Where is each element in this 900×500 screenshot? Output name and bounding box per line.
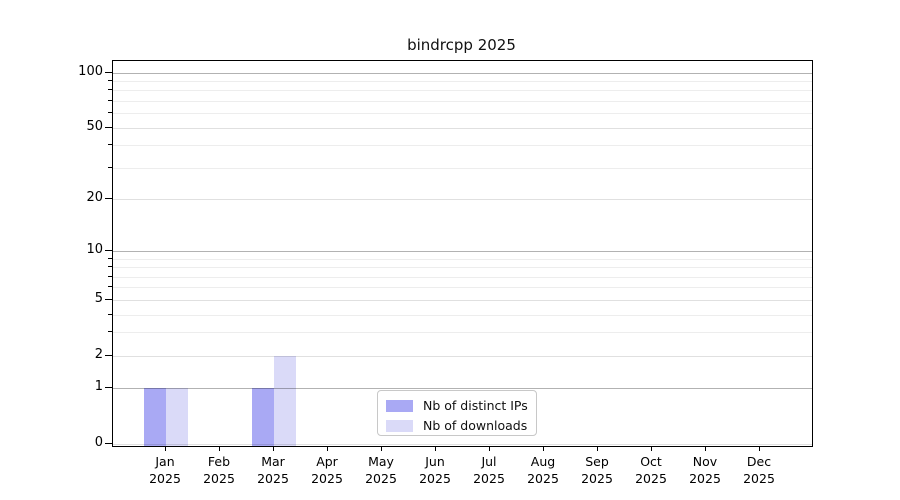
y-tick-2 [105,354,112,356]
y-minor-tick-8 [108,266,112,268]
y-tick-label-2: 2 [94,346,103,362]
legend-label: Nb of distinct IPs [423,398,528,413]
y-tick-label-0: 0 [94,435,103,450]
gridline-y-80 [113,90,812,92]
y-tick-100 [105,71,112,73]
bar-nb-of-downloads-jan [166,388,188,446]
y-tick-label-50: 50 [86,118,103,134]
y-tick-20 [105,198,112,200]
x-tick-jun [435,446,436,451]
x-tick-nov [705,446,706,451]
gridline-y-8 [113,267,812,269]
gridline-y-9 [113,258,812,260]
plot-area [112,60,813,447]
x-tick-label-oct: Oct 2025 [635,454,667,486]
y-minor-tick-9 [108,257,112,259]
y-minor-tick-3 [108,331,112,333]
x-tick-oct [651,446,652,451]
y-minor-tick-90 [108,80,112,82]
legend-label: Nb of downloads [423,418,528,433]
y-minor-tick-60 [108,112,112,114]
gridline-y-70 [113,101,812,103]
legend-swatch-nb-of-downloads [386,419,413,432]
legend-row-1: Nb of distinct IPs [386,397,528,414]
gridline-y-2 [113,355,812,357]
y-minor-tick-80 [108,89,112,91]
x-tick-jul [489,446,490,451]
gridline-y-4 [113,314,812,316]
bar-nb-of-distinct-ips-mar [252,388,274,446]
x-tick-apr [327,446,328,451]
legend: Nb of distinct IPs Nb of downloads [377,390,537,436]
y-minor-tick-4 [108,313,112,315]
x-tick-label-apr: Apr 2025 [311,454,343,486]
y-minor-tick-70 [108,100,112,102]
x-tick-label-sep: Sep 2025 [581,454,613,486]
gridline-y-50 [113,127,812,129]
bar-nb-of-distinct-ips-jan [144,388,166,446]
gridline-y-60 [113,113,812,115]
x-tick-label-mar: Mar 2025 [257,454,289,486]
gridline-y-1 [113,388,812,390]
x-tick-sep [597,446,598,451]
x-tick-label-jun: Jun 2025 [419,454,451,486]
x-tick-label-jul: Jul 2025 [473,454,505,486]
x-tick-label-jan: Jan 2025 [149,454,181,486]
y-tick-label-100: 100 [78,63,103,79]
y-minor-tick-30 [108,166,112,168]
gridline-y-6 [113,287,812,289]
y-minor-tick-40 [108,144,112,146]
y-tick-5 [105,298,112,300]
x-tick-mar [273,446,274,451]
y-tick-10 [105,250,112,252]
x-tick-jan [165,446,166,451]
x-tick-feb [219,446,220,451]
x-tick-aug [543,446,544,451]
gridline-y-7 [113,276,812,278]
bar-nb-of-downloads-mar [274,355,296,446]
x-tick-label-feb: Feb 2025 [203,454,235,486]
y-tick-1 [105,387,112,389]
gridline-y-0 [113,444,812,445]
y-tick-label-1: 1 [94,379,103,395]
y-tick-label-20: 20 [86,190,103,206]
x-tick-may [381,446,382,451]
y-tick-50 [105,126,112,128]
legend-swatch-nb-of-distinct-ips [386,399,413,412]
x-tick-label-nov: Nov 2025 [689,454,721,486]
gridline-y-3 [113,332,812,334]
y-minor-tick-7 [108,275,112,277]
x-tick-label-may: May 2025 [365,454,397,486]
gridline-y-90 [113,81,812,83]
gridline-y-20 [113,199,812,201]
x-tick-label-dec: Dec 2025 [743,454,775,486]
y-tick-label-5: 5 [94,290,103,306]
x-tick-dec [759,446,760,451]
gridline-y-10 [113,251,812,253]
y-tick-0 [105,443,112,444]
gridline-y-30 [113,167,812,169]
legend-row-2: Nb of downloads [386,417,528,434]
gridline-y-40 [113,145,812,147]
chart-title: bindrcpp 2025 [407,36,516,54]
y-minor-tick-6 [108,286,112,288]
gridline-y-100 [113,72,812,74]
gridline-y-5 [113,299,812,301]
x-tick-label-aug: Aug 2025 [527,454,559,486]
y-tick-label-10: 10 [86,242,103,258]
